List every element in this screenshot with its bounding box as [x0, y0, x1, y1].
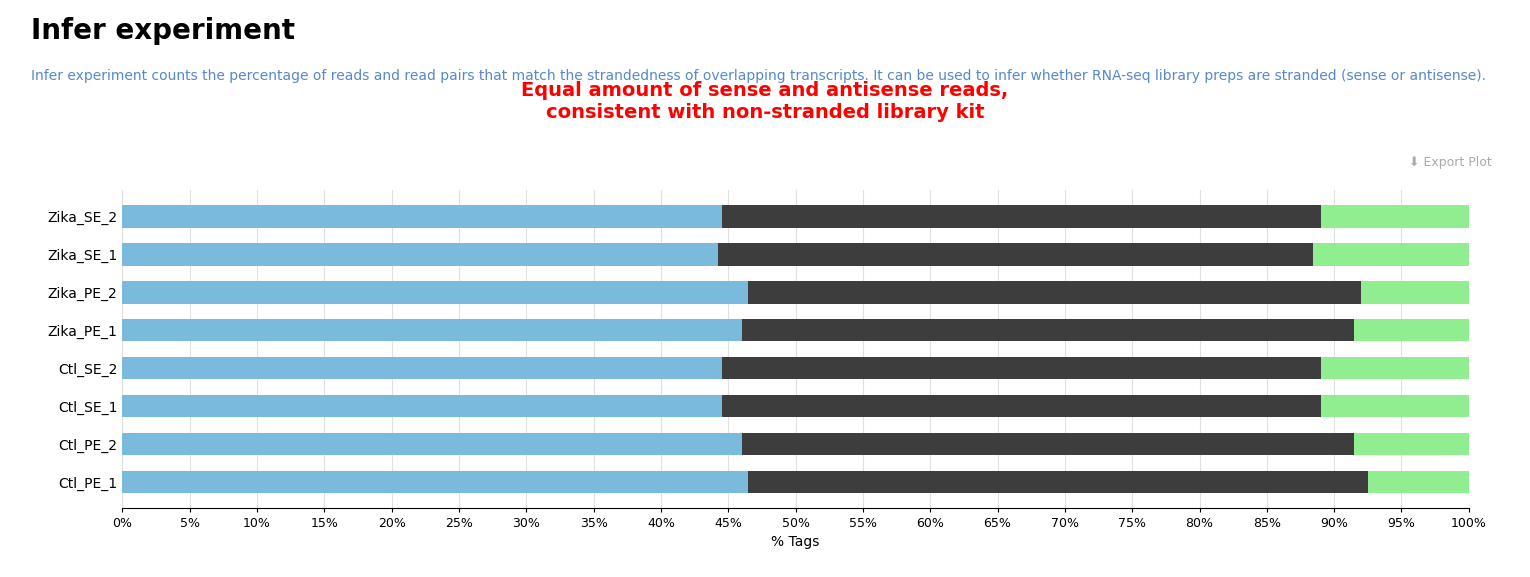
Bar	[122, 243, 718, 265]
Bar	[742, 319, 1354, 342]
Bar	[722, 357, 1320, 380]
Bar	[1368, 471, 1469, 493]
Bar	[122, 281, 748, 304]
Bar	[722, 395, 1320, 417]
Bar	[122, 433, 742, 455]
Text: ⬇ Export Plot: ⬇ Export Plot	[1409, 156, 1492, 169]
Text: Infer experiment counts the percentage of reads and read pairs that match the st: Infer experiment counts the percentage o…	[31, 69, 1486, 83]
Bar	[748, 471, 1368, 493]
Bar	[1313, 243, 1469, 265]
Bar	[1354, 319, 1469, 342]
Bar	[1354, 433, 1469, 455]
Bar	[722, 205, 1320, 227]
Bar	[1320, 395, 1469, 417]
Bar	[748, 281, 1362, 304]
Bar	[1320, 205, 1469, 227]
Bar	[122, 205, 722, 227]
Bar	[122, 319, 742, 342]
Bar	[1362, 281, 1469, 304]
Text: Equal amount of sense and antisense reads,
consistent with non-stranded library : Equal amount of sense and antisense read…	[522, 81, 1008, 122]
Bar	[718, 243, 1313, 265]
Bar	[742, 433, 1354, 455]
Bar	[122, 357, 722, 380]
Text: Infer experiment: Infer experiment	[31, 17, 295, 46]
Bar	[122, 395, 722, 417]
Bar	[122, 471, 748, 493]
Bar	[1320, 357, 1469, 380]
X-axis label: % Tags: % Tags	[771, 535, 820, 549]
